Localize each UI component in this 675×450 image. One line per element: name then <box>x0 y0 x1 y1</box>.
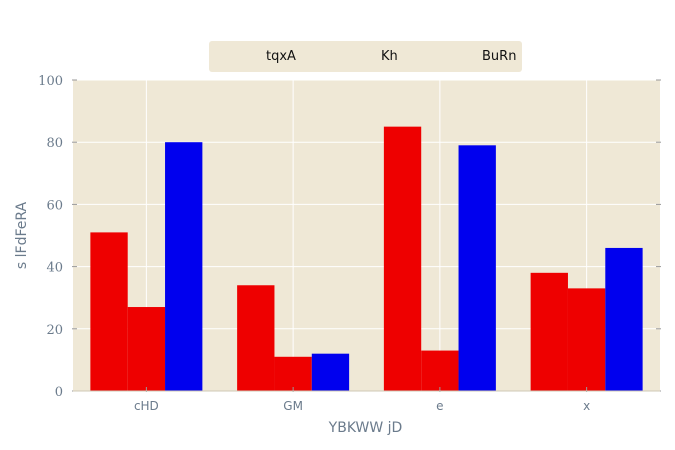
y-tick-label: 60 <box>46 198 63 213</box>
y-tick-label: 40 <box>46 261 63 276</box>
legend-item-2: BuRn <box>482 49 517 64</box>
bar-BuRn-cHD <box>165 142 203 391</box>
x-tick-label: GM <box>283 399 303 413</box>
bar-tqxA-x <box>530 272 568 391</box>
y-tick-label: 80 <box>46 136 63 151</box>
x-tick-label: e <box>436 399 443 413</box>
bar-BuRn-e <box>458 145 496 391</box>
bar-tqxA-GM <box>237 285 275 391</box>
axes: 0 20 40 60 80 100 cHD GM e x <box>38 74 661 413</box>
bar-Kh-x <box>567 288 606 391</box>
x-axis-label: YBKWW jD <box>328 420 403 436</box>
bar-tqxA-cHD <box>90 232 128 391</box>
bar-BuRn-GM <box>311 353 350 391</box>
bars <box>90 126 643 392</box>
y-tick-label: 20 <box>46 323 63 338</box>
bar-BuRn-x <box>605 247 643 391</box>
legend-item-1: Kh <box>381 49 398 64</box>
legend-item-0: tqxA <box>266 49 296 64</box>
bar-Kh-e <box>421 350 459 391</box>
y-tick-label: 0 <box>55 385 63 400</box>
bar-Kh-cHD <box>127 307 166 391</box>
bar-Kh-GM <box>274 356 312 391</box>
y-tick-label: 100 <box>38 74 63 89</box>
y-axis-label: s lFdFeRA <box>14 201 30 269</box>
x-tick-label: cHD <box>134 399 159 413</box>
x-tick-label: x <box>583 399 590 413</box>
bar-tqxA-e <box>383 126 422 392</box>
legend: tqxA Kh BuRn <box>209 41 522 72</box>
